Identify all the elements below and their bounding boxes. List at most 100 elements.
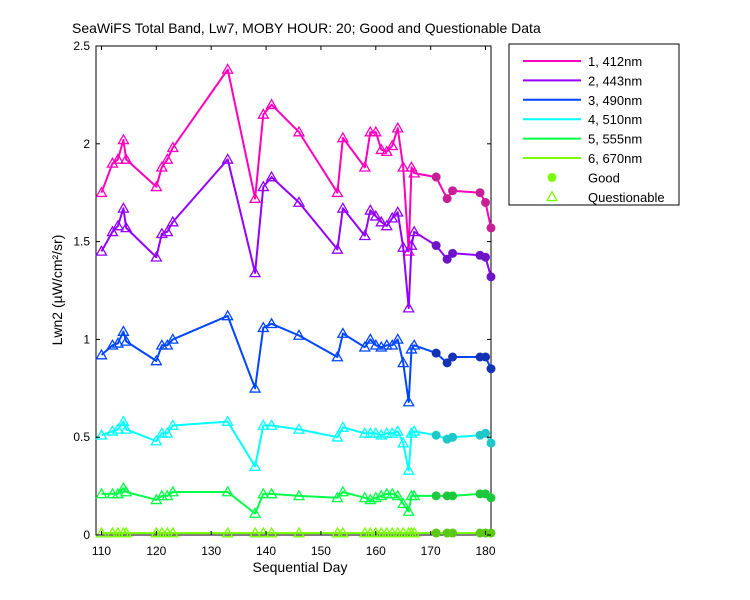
questionable-point xyxy=(150,434,163,446)
questionable-point xyxy=(292,526,306,538)
good-point xyxy=(481,252,491,262)
questionable-point xyxy=(375,215,388,227)
questionable-point xyxy=(331,491,344,503)
questionable-point xyxy=(292,489,306,501)
questionable-point xyxy=(397,160,410,172)
questionable-point xyxy=(391,425,404,436)
questionable-point xyxy=(391,121,404,133)
series-layer xyxy=(95,63,496,538)
questionable-point xyxy=(336,526,349,538)
questionable-point xyxy=(292,125,306,137)
questionable-point xyxy=(265,526,278,538)
good-point xyxy=(486,272,496,282)
questionable-point xyxy=(386,211,399,223)
questionable-point xyxy=(358,491,371,503)
legend-label-questionable: Questionable xyxy=(588,190,665,205)
questionable-point xyxy=(408,166,421,178)
questionable-point xyxy=(265,487,278,499)
questionable-point xyxy=(336,131,349,143)
good-point xyxy=(481,428,491,438)
questionable-point xyxy=(257,108,270,119)
questionable-point xyxy=(397,436,410,448)
good-point xyxy=(448,432,458,442)
good-point xyxy=(442,194,452,204)
good-point xyxy=(431,172,441,182)
questionable-point xyxy=(166,333,179,344)
legend-questionable-marker xyxy=(545,190,559,202)
questionable-point xyxy=(257,321,270,333)
good-point xyxy=(448,186,458,196)
questionable-point xyxy=(117,415,130,426)
questionable-point xyxy=(248,507,262,518)
questionable-point xyxy=(405,160,418,172)
questionable-point xyxy=(111,487,125,499)
questionable-point xyxy=(248,266,262,278)
legend-label-2: 2, 443nm xyxy=(588,73,642,88)
good-point xyxy=(448,528,458,538)
questionable-point xyxy=(336,485,349,497)
legend-box xyxy=(508,43,680,206)
x-tick-label: 120 xyxy=(146,544,166,558)
series-3 xyxy=(95,309,496,407)
good-point xyxy=(442,254,452,264)
questionable-point xyxy=(95,348,108,360)
questionable-point xyxy=(386,338,399,350)
questionable-point xyxy=(408,225,421,237)
chart-title: SeaWiFS Total Band, Lw7, MOBY HOUR: 20; … xyxy=(72,20,541,36)
questionable-point xyxy=(150,250,163,262)
x-tick-label: 140 xyxy=(256,544,276,558)
questionable-point xyxy=(336,421,349,432)
legend-label-6: 6, 670nm xyxy=(588,151,642,166)
questionable-point xyxy=(166,526,179,538)
questionable-point xyxy=(380,145,393,157)
questionable-point xyxy=(161,225,174,237)
questionable-point xyxy=(221,485,234,497)
questionable-point xyxy=(117,325,130,336)
questionable-point xyxy=(369,209,382,221)
questionable-point xyxy=(336,202,349,213)
questionable-point xyxy=(397,356,410,368)
questionable-point xyxy=(150,354,163,366)
y-tick-label: 2 xyxy=(83,137,90,151)
questionable-point xyxy=(331,350,344,362)
x-tick-label: 170 xyxy=(421,544,441,558)
series-6 xyxy=(95,526,496,538)
questionable-point xyxy=(161,338,174,350)
questionable-point xyxy=(408,425,421,436)
questionable-point xyxy=(248,460,262,471)
questionable-point xyxy=(221,63,234,74)
legend-good-marker xyxy=(547,172,557,182)
good-point xyxy=(486,364,496,374)
good-point xyxy=(431,491,441,501)
questionable-point xyxy=(391,489,404,501)
axis-layer: 110 120 130 140 150 160 170 180 0 0.5 1 1.5 2 2.5 xyxy=(73,39,496,558)
good-point xyxy=(486,493,496,503)
questionable-point xyxy=(358,229,371,241)
y-tick-label: 0 xyxy=(83,528,90,542)
y-tick-label: 1.5 xyxy=(73,235,90,249)
questionable-point xyxy=(402,464,415,475)
questionable-point xyxy=(386,487,399,499)
questionable-point xyxy=(364,333,377,344)
questionable-point xyxy=(155,160,168,172)
x-tick-label: 130 xyxy=(201,544,221,558)
good-point xyxy=(431,528,441,538)
questionable-point xyxy=(120,485,133,497)
plot-area: 110 120 130 140 150 160 170 180 0 0.5 1 1.5 2 2.5 xyxy=(73,39,496,558)
series-line xyxy=(100,314,492,403)
questionable-point xyxy=(106,225,119,237)
good-point xyxy=(481,197,491,207)
questionable-point xyxy=(292,196,306,207)
y-tick-label: 2.5 xyxy=(73,39,90,53)
good-point xyxy=(431,241,441,251)
series-line xyxy=(100,68,492,253)
good-point xyxy=(448,248,458,258)
x-axis-title: Sequential Day xyxy=(253,559,348,575)
legend: 1, 412nm 2, 443nm 3, 490nm 4, 510nm 5, 555nm… xyxy=(508,43,680,206)
questionable-point xyxy=(369,125,382,137)
questionable-point xyxy=(292,329,306,340)
questionable-point xyxy=(120,335,133,346)
questionable-point xyxy=(111,219,125,231)
questionable-point xyxy=(95,487,108,499)
good-point xyxy=(481,352,491,362)
